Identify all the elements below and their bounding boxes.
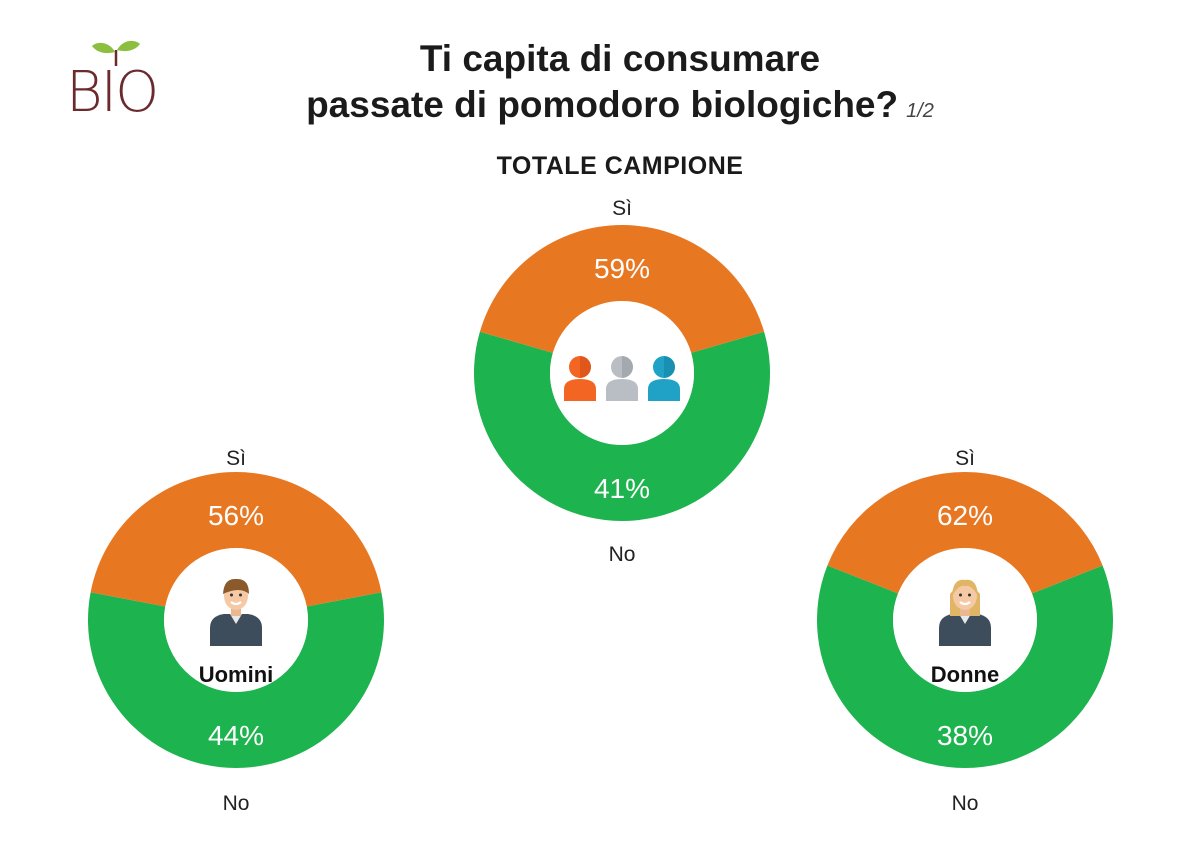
data-label-no: 44%	[208, 720, 264, 751]
title-line-2: passate di pomodoro biologiche?	[306, 84, 899, 125]
person-blue-icon	[648, 356, 680, 401]
man-avatar-icon	[210, 578, 262, 646]
slice-yes	[88, 592, 384, 769]
category-label-yes: Sì	[612, 197, 632, 220]
title-line-1: Ti capita di consumare	[419, 38, 821, 79]
category-label-yes: Sì	[955, 447, 975, 470]
slice-yes	[474, 331, 770, 521]
data-label-no: 38%	[937, 720, 993, 751]
slice-yes	[817, 565, 1113, 768]
leaf-icon	[92, 40, 140, 66]
donut-donne: 62% 38% Sì No Donne	[817, 447, 1113, 815]
category-label-no: No	[952, 792, 979, 815]
donut-totale: 59% 41% Sì No	[474, 197, 770, 566]
category-label-yes: Sì	[226, 447, 246, 470]
logo-text: BIO	[66, 60, 159, 125]
center-label: Uomini	[199, 662, 274, 687]
donut-uomini: 56% 44% Sì No Uomini	[88, 447, 384, 815]
data-label-yes: 56%	[208, 500, 264, 531]
slice-no	[479, 224, 765, 353]
category-label-no: No	[609, 543, 636, 566]
group-people-icon	[564, 356, 680, 401]
bio-logo: BIO	[66, 38, 166, 128]
slice-no	[827, 471, 1103, 594]
category-label-no: No	[223, 792, 250, 815]
person-grey-icon	[606, 356, 638, 401]
woman-avatar-icon	[939, 579, 991, 646]
title-line-2-wrap: passate di pomodoro biologiche? 1/2	[306, 82, 934, 134]
page-title: Ti capita di consumare passate di pomodo…	[200, 36, 1040, 134]
page-indicator: 1/2	[906, 100, 934, 122]
data-label-yes: 59%	[594, 253, 650, 284]
subtitle: TOTALE CAMPIONE	[496, 152, 744, 180]
center-label: Donne	[931, 662, 999, 687]
slice-no	[90, 472, 382, 607]
data-label-no: 41%	[594, 473, 650, 504]
person-orange-icon	[564, 356, 596, 401]
data-label-yes: 62%	[937, 500, 993, 531]
